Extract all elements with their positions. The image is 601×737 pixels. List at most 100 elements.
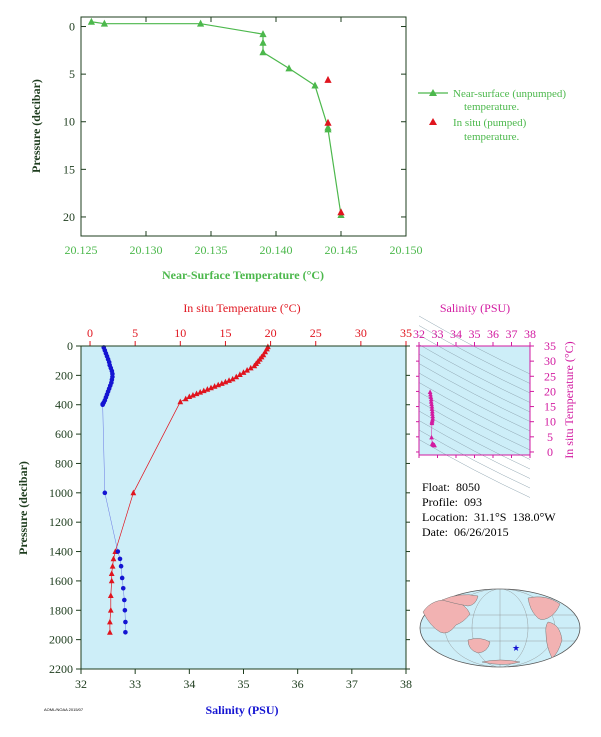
temperature-data-point (108, 577, 115, 584)
footnote-credit: AOML/NOAA 2015/07 (44, 707, 84, 712)
map-float-location-star-icon: ★ (512, 643, 520, 653)
ts-data-point (428, 391, 433, 397)
top-chart-y-tick-label: 15 (63, 162, 75, 176)
legend-triangle-pumped-icon (429, 118, 437, 125)
salinity-data-point (123, 619, 128, 625)
temperature-tick-label: 25 (310, 326, 322, 340)
temperature-data-point (107, 618, 113, 625)
top-chart-data-point (100, 19, 108, 27)
near-surface-temperature-chart: 20.125 20.130 20.135 20.140 20.145 20.150 0 5 1… (29, 16, 566, 282)
temperature-data-point (222, 378, 229, 385)
top-chart-data-point (285, 64, 293, 72)
pressure-tick-label: 2000 (49, 633, 73, 647)
top-chart-x-tick-label: 20.140 (260, 243, 293, 257)
ts-temperature-tick-label: 25 (544, 369, 556, 383)
top-chart-plot-frame (80, 16, 407, 237)
ts-diagram-temperature-axis-label: In situ Temperature (°C) (562, 341, 576, 458)
pressure-tick-label: 1400 (49, 545, 73, 559)
top-chart-series-line (91, 21, 342, 216)
top-chart-x-tick-label: 20.135 (195, 243, 228, 257)
pressure-tick-label: 1600 (49, 574, 73, 588)
top-chart-legend: Near-surface (unpumped) temperature. In … (418, 88, 566, 143)
salinity-data-point (100, 402, 105, 408)
profile-chart-series (100, 343, 271, 635)
salinity-tick-label: 37 (346, 677, 358, 691)
ts-temperature-tick-label: 10 (544, 415, 556, 429)
location-map: ★ (419, 588, 581, 668)
top-chart-data-point (259, 48, 267, 56)
ts-temperature-tick-label: 0 (547, 445, 553, 459)
temperature-data-point (109, 563, 116, 569)
temperature-data-point (197, 389, 204, 395)
ts-salinity-tick-label: 37 (506, 327, 518, 341)
temperature-data-point (107, 629, 113, 635)
top-chart-data-point (337, 208, 345, 216)
salinity-data-point (123, 629, 128, 635)
ts-salinity-tick-label: 33 (432, 327, 444, 341)
temperature-tick-label: 20 (265, 326, 277, 340)
salinity-data-point (119, 575, 125, 581)
ts-data-point (428, 399, 434, 404)
temperature-data-point (110, 555, 117, 562)
top-chart-y-tick-label: 20 (63, 210, 75, 224)
temperature-data-point (251, 362, 258, 369)
ts-salinity-tick-label: 34 (450, 327, 462, 341)
salinity-tick-label: 38 (400, 677, 412, 691)
density-contour-line (418, 353, 531, 413)
pressure-tick-label: 400 (55, 398, 73, 412)
legend-label-pumped-line-1: In situ (pumped) (453, 117, 527, 129)
top-chart-x-tick-label: 20.125 (65, 243, 98, 257)
top-chart-y-ticks: 0 5 10 15 20 (63, 20, 406, 224)
ts-salinity-tick-label: 35 (469, 327, 481, 341)
salinity-data-point (117, 556, 123, 562)
temperature-data-point (200, 387, 207, 394)
ts-data-point (429, 406, 435, 411)
temperature-data-point (107, 607, 114, 613)
ts-data-point (430, 413, 436, 419)
salinity-data-point (102, 490, 108, 496)
profile-chart-plot-frame (80, 345, 407, 670)
temperature-data-point (218, 380, 225, 386)
top-chart-x-tick-label: 20.130 (130, 243, 163, 257)
salinity-data-point (115, 549, 121, 554)
salinity-data-point (122, 607, 128, 613)
date-text: Date: 06/26/2015 (422, 525, 509, 539)
ts-diagram-series (427, 389, 437, 448)
profile-number-text: Profile: 093 (422, 495, 482, 509)
density-contour-line (418, 344, 531, 403)
temperature-data-point (244, 367, 250, 373)
top-chart-data-point (87, 17, 95, 25)
ts-data-point (429, 434, 434, 440)
ts-salinity-tick-label: 36 (487, 327, 499, 341)
temperature-data-point (108, 570, 115, 576)
profile-chart-pressure-axis-label: Pressure (decibar) (16, 461, 30, 555)
legend-label-unpumped-line-2: temperature. (464, 101, 520, 113)
profile-chart-background (81, 346, 406, 669)
pressure-tick-label: 600 (55, 427, 73, 441)
top-chart-x-tick-label: 20.150 (390, 243, 423, 257)
salinity-data-point (122, 597, 127, 603)
salinity-tick-label: 36 (292, 677, 304, 691)
temperature-data-point (186, 393, 193, 400)
ts-salinity-tick-label: 32 (413, 327, 425, 341)
top-chart-series (87, 17, 345, 219)
temperature-data-point (211, 383, 218, 389)
temperature-data-point (226, 377, 232, 383)
pressure-tick-label: 800 (55, 456, 73, 470)
ts-diagram-background (419, 346, 530, 455)
top-chart-y-tick-label: 5 (69, 67, 75, 81)
ts-salinity-tick-label: 38 (524, 327, 536, 341)
temperature-data-point (190, 391, 196, 398)
ts-temperature-tick-label: 5 (547, 430, 553, 444)
pressure-tick-label: 1000 (49, 486, 73, 500)
pressure-tick-label: 1800 (49, 603, 73, 617)
top-chart-y-tick-label: 10 (63, 115, 75, 129)
temperature-data-point (233, 373, 240, 380)
temperature-data-point (237, 371, 243, 378)
ts-data-point (427, 389, 433, 394)
temperature-tick-label: 15 (219, 326, 231, 340)
legend-triangle-unpumped-icon (429, 89, 437, 96)
salinity-data-point (118, 563, 124, 569)
ts-data-point (429, 401, 434, 407)
